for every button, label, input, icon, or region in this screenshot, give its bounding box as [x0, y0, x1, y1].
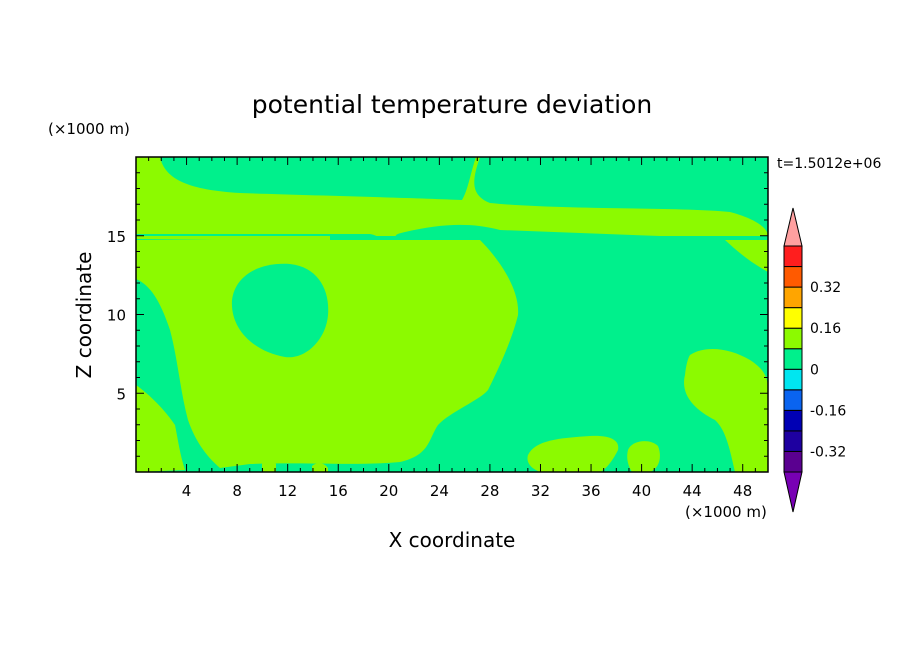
- colorbar-swatch: [783, 266, 803, 288]
- colorbar-over-triangle: [783, 207, 803, 247]
- colorbar-label: 0: [810, 362, 819, 378]
- y-axis-label: Z coordinate: [72, 252, 96, 379]
- x-tick-label: 28: [480, 482, 499, 500]
- x-tick-label: 16: [329, 482, 348, 500]
- colorbar-label: -0.32: [810, 444, 846, 460]
- x-tick-label: 20: [379, 482, 398, 500]
- time-label: t=1.5012e+06: [777, 156, 881, 172]
- colorbar-swatch: [783, 450, 803, 473]
- colorbar-swatch: [783, 430, 803, 452]
- colorbar-swatch: [783, 368, 803, 391]
- contour-region: [627, 441, 660, 472]
- contour-region: [725, 240, 768, 272]
- colorbar-swatch: [783, 327, 803, 350]
- colorbar-label: 0.32: [810, 280, 841, 296]
- x-unit-label: (×1000 m): [685, 503, 767, 521]
- colorbar-swatch: [783, 348, 803, 370]
- contour-region: [312, 463, 328, 472]
- y-tick-label: 15: [107, 228, 126, 246]
- contour-region: [136, 385, 185, 472]
- colorbar: 0.32 0.16 0 -0.16 -0.32: [783, 207, 846, 513]
- x-tick-label: 32: [531, 482, 550, 500]
- y-axis: 5 10 15: [107, 172, 768, 457]
- y-tick-label: 5: [116, 385, 126, 403]
- x-tick-label: 12: [278, 482, 297, 500]
- contour-region: [684, 348, 768, 472]
- x-axis: 4 8 12 16 20 24 28 32 36 40 44 48: [148, 157, 756, 500]
- x-tick-label: 48: [733, 482, 752, 500]
- colorbar-swatch: [783, 245, 803, 268]
- contour-region: [160, 157, 476, 200]
- colorbar-label: -0.16: [810, 403, 846, 419]
- contour-region: [136, 236, 330, 241]
- x-tick-label: 24: [430, 482, 449, 500]
- x-axis-label: X coordinate: [389, 528, 516, 552]
- colorbar-swatch: [783, 307, 803, 329]
- colorbar-swatch: [783, 409, 803, 432]
- contour-region: [527, 435, 619, 472]
- contour-region: [262, 459, 276, 472]
- colorbar-label: 0.16: [810, 321, 841, 337]
- y-unit-label: (×1000 m): [48, 120, 130, 138]
- x-tick-label: 4: [182, 482, 192, 500]
- x-tick-label: 36: [581, 482, 600, 500]
- contour-region: [395, 224, 665, 241]
- colorbar-under-triangle: [783, 471, 803, 513]
- x-tick-label: 8: [232, 482, 242, 500]
- contour-region: [231, 263, 329, 358]
- x-tick-label: 40: [632, 482, 651, 500]
- chart-title: potential temperature deviation: [252, 90, 652, 119]
- colorbar-swatch: [783, 286, 803, 309]
- contour-region: [136, 240, 519, 468]
- contour-field: [136, 157, 768, 472]
- x-tick-label: 44: [683, 482, 702, 500]
- y-tick-label: 10: [107, 307, 126, 325]
- colorbar-swatch: [783, 389, 803, 411]
